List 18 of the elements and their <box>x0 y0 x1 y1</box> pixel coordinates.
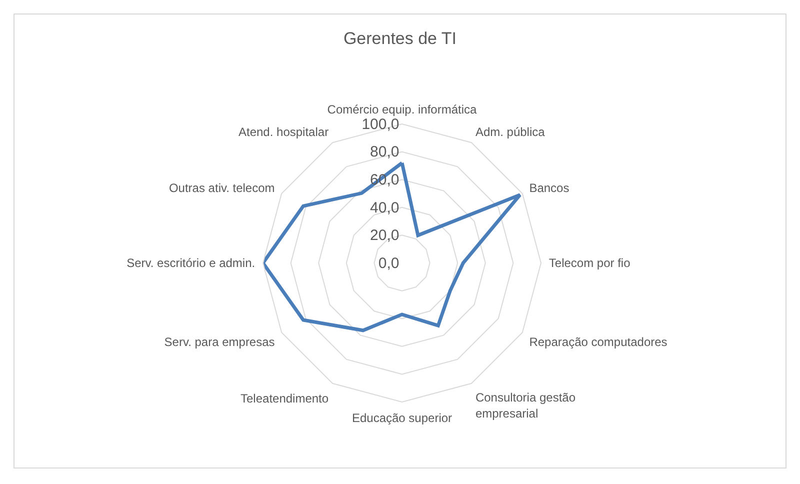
spoke-label: Educação superior <box>352 410 452 425</box>
spoke-label: Bancos <box>529 180 570 195</box>
y-tick-label: 80,0 <box>370 144 400 161</box>
spoke-label: Atend. hospitalar <box>238 124 329 139</box>
spoke-label: Adm. pública <box>475 124 546 139</box>
spoke-label: Telecom por fio <box>548 256 631 270</box>
spoke-label: Teleatendimento <box>240 392 329 406</box>
spoke-label: Outras ativ. telecom <box>168 180 275 195</box>
y-tick-label: 100,0 <box>362 116 400 133</box>
y-tick-label: 0,0 <box>378 254 400 272</box>
y-tick-label: 20,0 <box>370 227 400 244</box>
spoke-label: Comércio equip. informática <box>327 102 478 117</box>
spoke-label: Reparação computadores <box>529 335 668 350</box>
y-tick-label: 40,0 <box>370 199 400 216</box>
spoke-label: Consultoria gestão empresarial <box>475 390 576 420</box>
chart-title: Gerentes de TI <box>343 28 457 48</box>
spoke-label: Serv. para empresas <box>164 335 275 350</box>
spoke-label: Serv. escritório e admin. <box>126 256 256 270</box>
